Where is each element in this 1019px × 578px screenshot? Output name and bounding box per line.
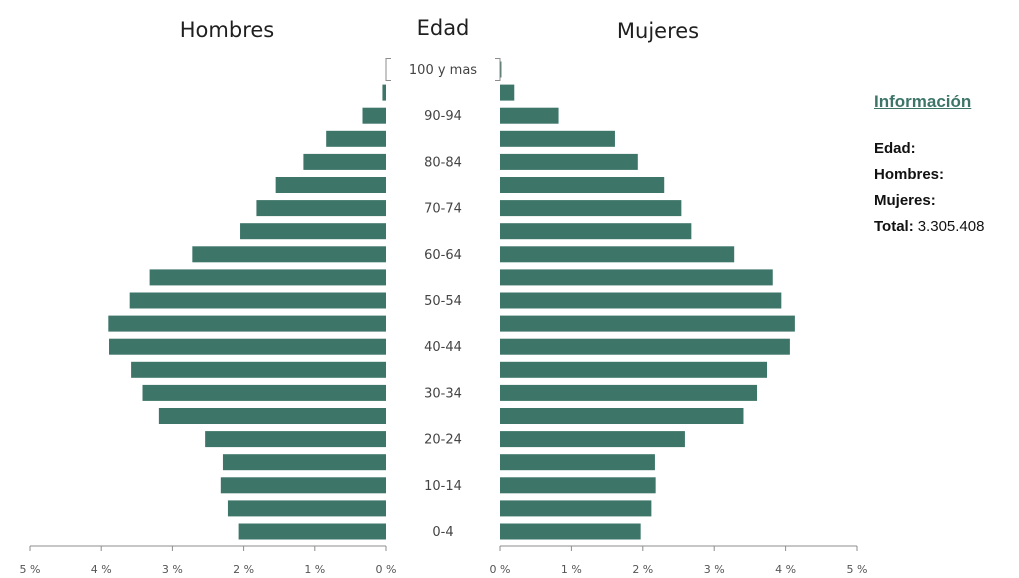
bar-hombres-25-29: [158, 408, 386, 424]
bar-hombres-90-94: [362, 107, 386, 124]
bar-hombres-10-14: [220, 477, 386, 494]
x-tick-label-left: 2 %: [233, 563, 254, 576]
right-header: Mujeres: [617, 19, 699, 43]
info-men-label: Hombres:: [874, 166, 945, 183]
bar-hombres-50-54: [129, 292, 386, 309]
top-label-bracket-right: [495, 58, 501, 81]
age-label-40-44: 40-44: [424, 340, 462, 355]
bar-hombres-20-24: [205, 431, 386, 448]
bar-hombres-40-44: [109, 338, 387, 355]
info-women-label: Mujeres:: [874, 192, 936, 209]
bar-hombres-80-84: [303, 153, 386, 170]
bar-mujeres-95-99: [500, 84, 515, 101]
info-row-men: Hombres:: [874, 162, 1014, 188]
bar-mujeres-0-4: [500, 523, 641, 540]
info-row-age: Edad:: [874, 136, 1014, 162]
age-label-50-54: 50-54: [424, 294, 462, 309]
bar-hombres-35-39: [131, 361, 386, 378]
x-tick-label-left: 4 %: [91, 563, 112, 576]
info-total-label: Total:: [874, 218, 914, 235]
x-tick-label-left: 3 %: [162, 563, 183, 576]
x-tick-label-right: 1 %: [561, 563, 582, 576]
age-label-0-4: 0-4: [432, 525, 453, 540]
info-total-value: 3.305.408: [917, 218, 985, 235]
bar-mujeres-30-34: [500, 384, 758, 401]
age-label-20-24: 20-24: [424, 433, 462, 448]
x-tick-label-left: 5 %: [20, 563, 41, 576]
bar-mujeres-85-89: [500, 130, 615, 147]
bar-hombres-85-89: [326, 130, 386, 147]
bar-mujeres-5-9: [500, 500, 652, 517]
bar-mujeres-55-59: [500, 269, 773, 286]
bar-hombres-45-49: [108, 315, 386, 332]
x-tick-label-right: 0 %: [490, 563, 511, 576]
bar-hombres-0-4: [238, 523, 386, 540]
bar-hombres-55-59: [149, 269, 386, 286]
bar-hombres-60-64: [192, 246, 386, 263]
bar-mujeres-65-69: [500, 223, 692, 240]
x-tick-label-right: 3 %: [704, 563, 725, 576]
bar-mujeres-10-14: [500, 477, 656, 494]
bar-mujeres-20-24: [500, 431, 685, 448]
left-header: Hombres: [180, 18, 274, 42]
bar-mujeres-40-44: [500, 338, 790, 355]
bar-mujeres-15-19: [500, 454, 655, 471]
age-label-30-34: 30-34: [424, 386, 462, 401]
bar-mujeres-80-84: [500, 153, 638, 170]
x-tick-label-right: 4 %: [775, 563, 796, 576]
info-age-label: Edad:: [874, 140, 916, 157]
bar-hombres-15-19: [222, 454, 386, 471]
age-label-60-64: 60-64: [424, 248, 462, 263]
bar-hombres-30-34: [142, 384, 386, 401]
age-label-80-84: 80-84: [424, 155, 462, 170]
bar-mujeres-75-79: [500, 177, 665, 193]
bar-mujeres-45-49: [500, 315, 795, 332]
info-panel: Información Edad: Hombres: Mujeres: Tota…: [874, 92, 1014, 240]
bar-mujeres-25-29: [500, 408, 744, 424]
info-row-women: Mujeres:: [874, 188, 1014, 214]
bar-hombres-75-79: [275, 177, 386, 193]
info-title-link[interactable]: Información: [874, 92, 972, 111]
age-label-70-74: 70-74: [424, 202, 462, 217]
age-label-90-94: 90-94: [424, 109, 462, 124]
age-label-10-14: 10-14: [424, 479, 462, 494]
bar-hombres-95-99: [382, 84, 386, 101]
bar-hombres-70-74: [256, 200, 386, 217]
bar-mujeres-100 y mas: [500, 61, 502, 78]
bar-mujeres-60-64: [500, 246, 735, 263]
bar-mujeres-70-74: [500, 200, 682, 217]
info-row-total: Total: 3.305.408: [874, 214, 1014, 240]
x-tick-label-right: 2 %: [632, 563, 653, 576]
center-header: Edad: [417, 16, 470, 40]
top-label-bracket-left: [385, 58, 391, 81]
x-tick-label-left: 1 %: [304, 563, 325, 576]
age-label-100 y mas: 100 y mas: [409, 63, 477, 78]
bar-mujeres-35-39: [500, 361, 768, 378]
x-tick-label-left: 0 %: [376, 563, 397, 576]
bar-hombres-65-69: [240, 223, 386, 240]
bar-hombres-5-9: [227, 500, 386, 517]
bar-mujeres-50-54: [500, 292, 782, 309]
x-tick-label-right: 5 %: [847, 563, 868, 576]
bar-mujeres-90-94: [500, 107, 559, 124]
